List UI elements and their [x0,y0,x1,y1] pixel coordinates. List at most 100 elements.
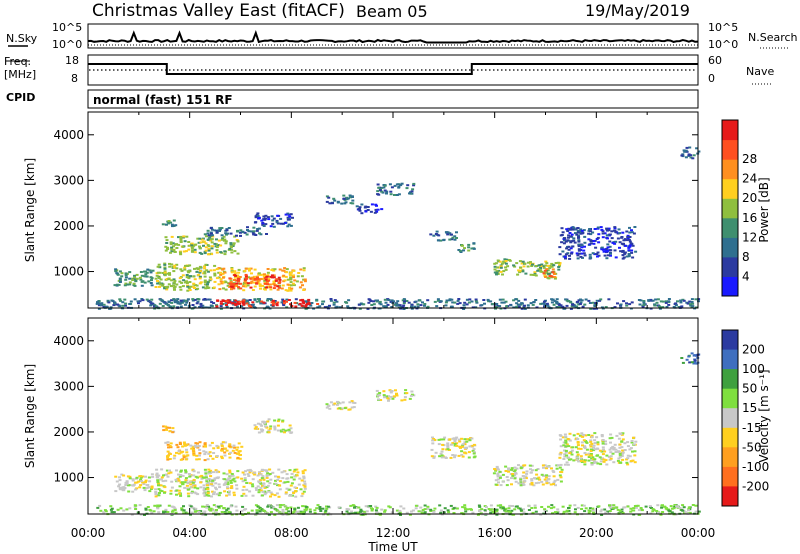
data-cell [533,506,537,509]
data-cell [523,464,527,467]
data-cell [593,439,597,442]
data-cell [141,481,145,484]
data-cell [316,306,320,309]
data-cell [466,508,470,511]
data-cell [213,242,217,245]
data-cell [633,454,637,457]
data-cell [280,471,284,474]
data-cell [582,434,586,436]
data-cell [577,240,581,243]
data-cell [351,196,354,198]
data-cell [203,494,207,497]
data-cell [204,513,208,516]
data-cell [451,236,455,239]
data-cell [222,472,226,475]
data-cell [559,445,563,448]
data-cell [226,478,230,481]
data-cell [384,305,388,308]
data-cell [511,473,515,475]
data-cell [563,433,567,436]
data-cell [128,271,132,274]
data-cell [150,279,153,282]
data-cell [444,231,448,234]
data-cell [392,395,396,398]
data-cell [335,300,339,303]
data-cell [272,225,276,228]
data-cell [631,509,635,512]
data-cell [599,298,603,301]
data-cell [278,284,282,287]
data-cell [545,269,549,272]
data-cell [189,513,192,516]
data-cell [625,461,629,464]
data-cell [239,287,243,290]
data-cell [614,451,618,453]
data-cell [176,298,180,301]
data-cell [185,274,189,276]
data-cell [576,432,580,435]
data-cell [626,236,630,238]
data-cell [305,301,309,304]
data-cell [515,505,519,508]
data-cell [144,475,147,478]
data-cell [513,466,517,469]
data-cell [453,454,457,457]
data-cell [532,301,536,303]
data-cell [431,436,434,439]
data-cell [308,510,312,513]
velocity-x-axis: 00:00 04:00 08:00 12:00 16:00 20:00 00:00 [71,526,716,540]
data-cell [131,478,135,481]
data-cell [600,514,604,516]
data-cell [213,280,217,283]
data-cell [268,473,272,475]
data-cell [193,251,197,254]
data-cell [344,201,348,204]
data-cell [115,284,119,287]
data-cell [463,506,467,509]
data-cell [438,504,442,507]
data-cell [323,306,327,309]
data-cell [641,304,645,307]
data-cell [581,231,585,234]
data-cell [255,300,259,303]
data-cell [353,506,356,509]
data-cell [414,507,418,510]
data-cell [239,282,242,285]
data-cell [410,305,413,308]
data-cell [259,302,263,305]
data-cell [273,428,277,431]
data-cell [123,284,127,287]
data-cell [245,233,249,236]
data-cell [550,301,554,304]
data-cell [256,485,260,488]
data-cell [515,302,519,305]
data-cell [184,299,188,302]
data-cell [338,306,342,309]
data-cell [184,264,187,267]
data-cell [133,274,136,277]
data-cell [232,444,236,447]
data-cell [441,448,445,451]
data-cell [209,509,213,512]
data-cell [182,250,186,253]
data-cell [234,299,238,302]
data-cell [204,471,208,474]
data-cell [196,446,200,449]
data-cell [651,299,655,302]
data-cell [269,495,272,498]
nave-tick-top: 60 [708,54,722,67]
data-cell [303,482,307,485]
data-cell [168,265,172,268]
data-cell [543,269,547,272]
data-cell [206,283,209,286]
data-cell [496,512,499,515]
data-cell [676,300,679,303]
data-cell [187,473,191,475]
data-cell [574,228,578,231]
data-cell [537,481,541,484]
data-cell [647,299,651,302]
data-cell [453,238,457,241]
data-cell [463,504,467,507]
data-cell [290,472,294,475]
data-cell [386,397,390,400]
